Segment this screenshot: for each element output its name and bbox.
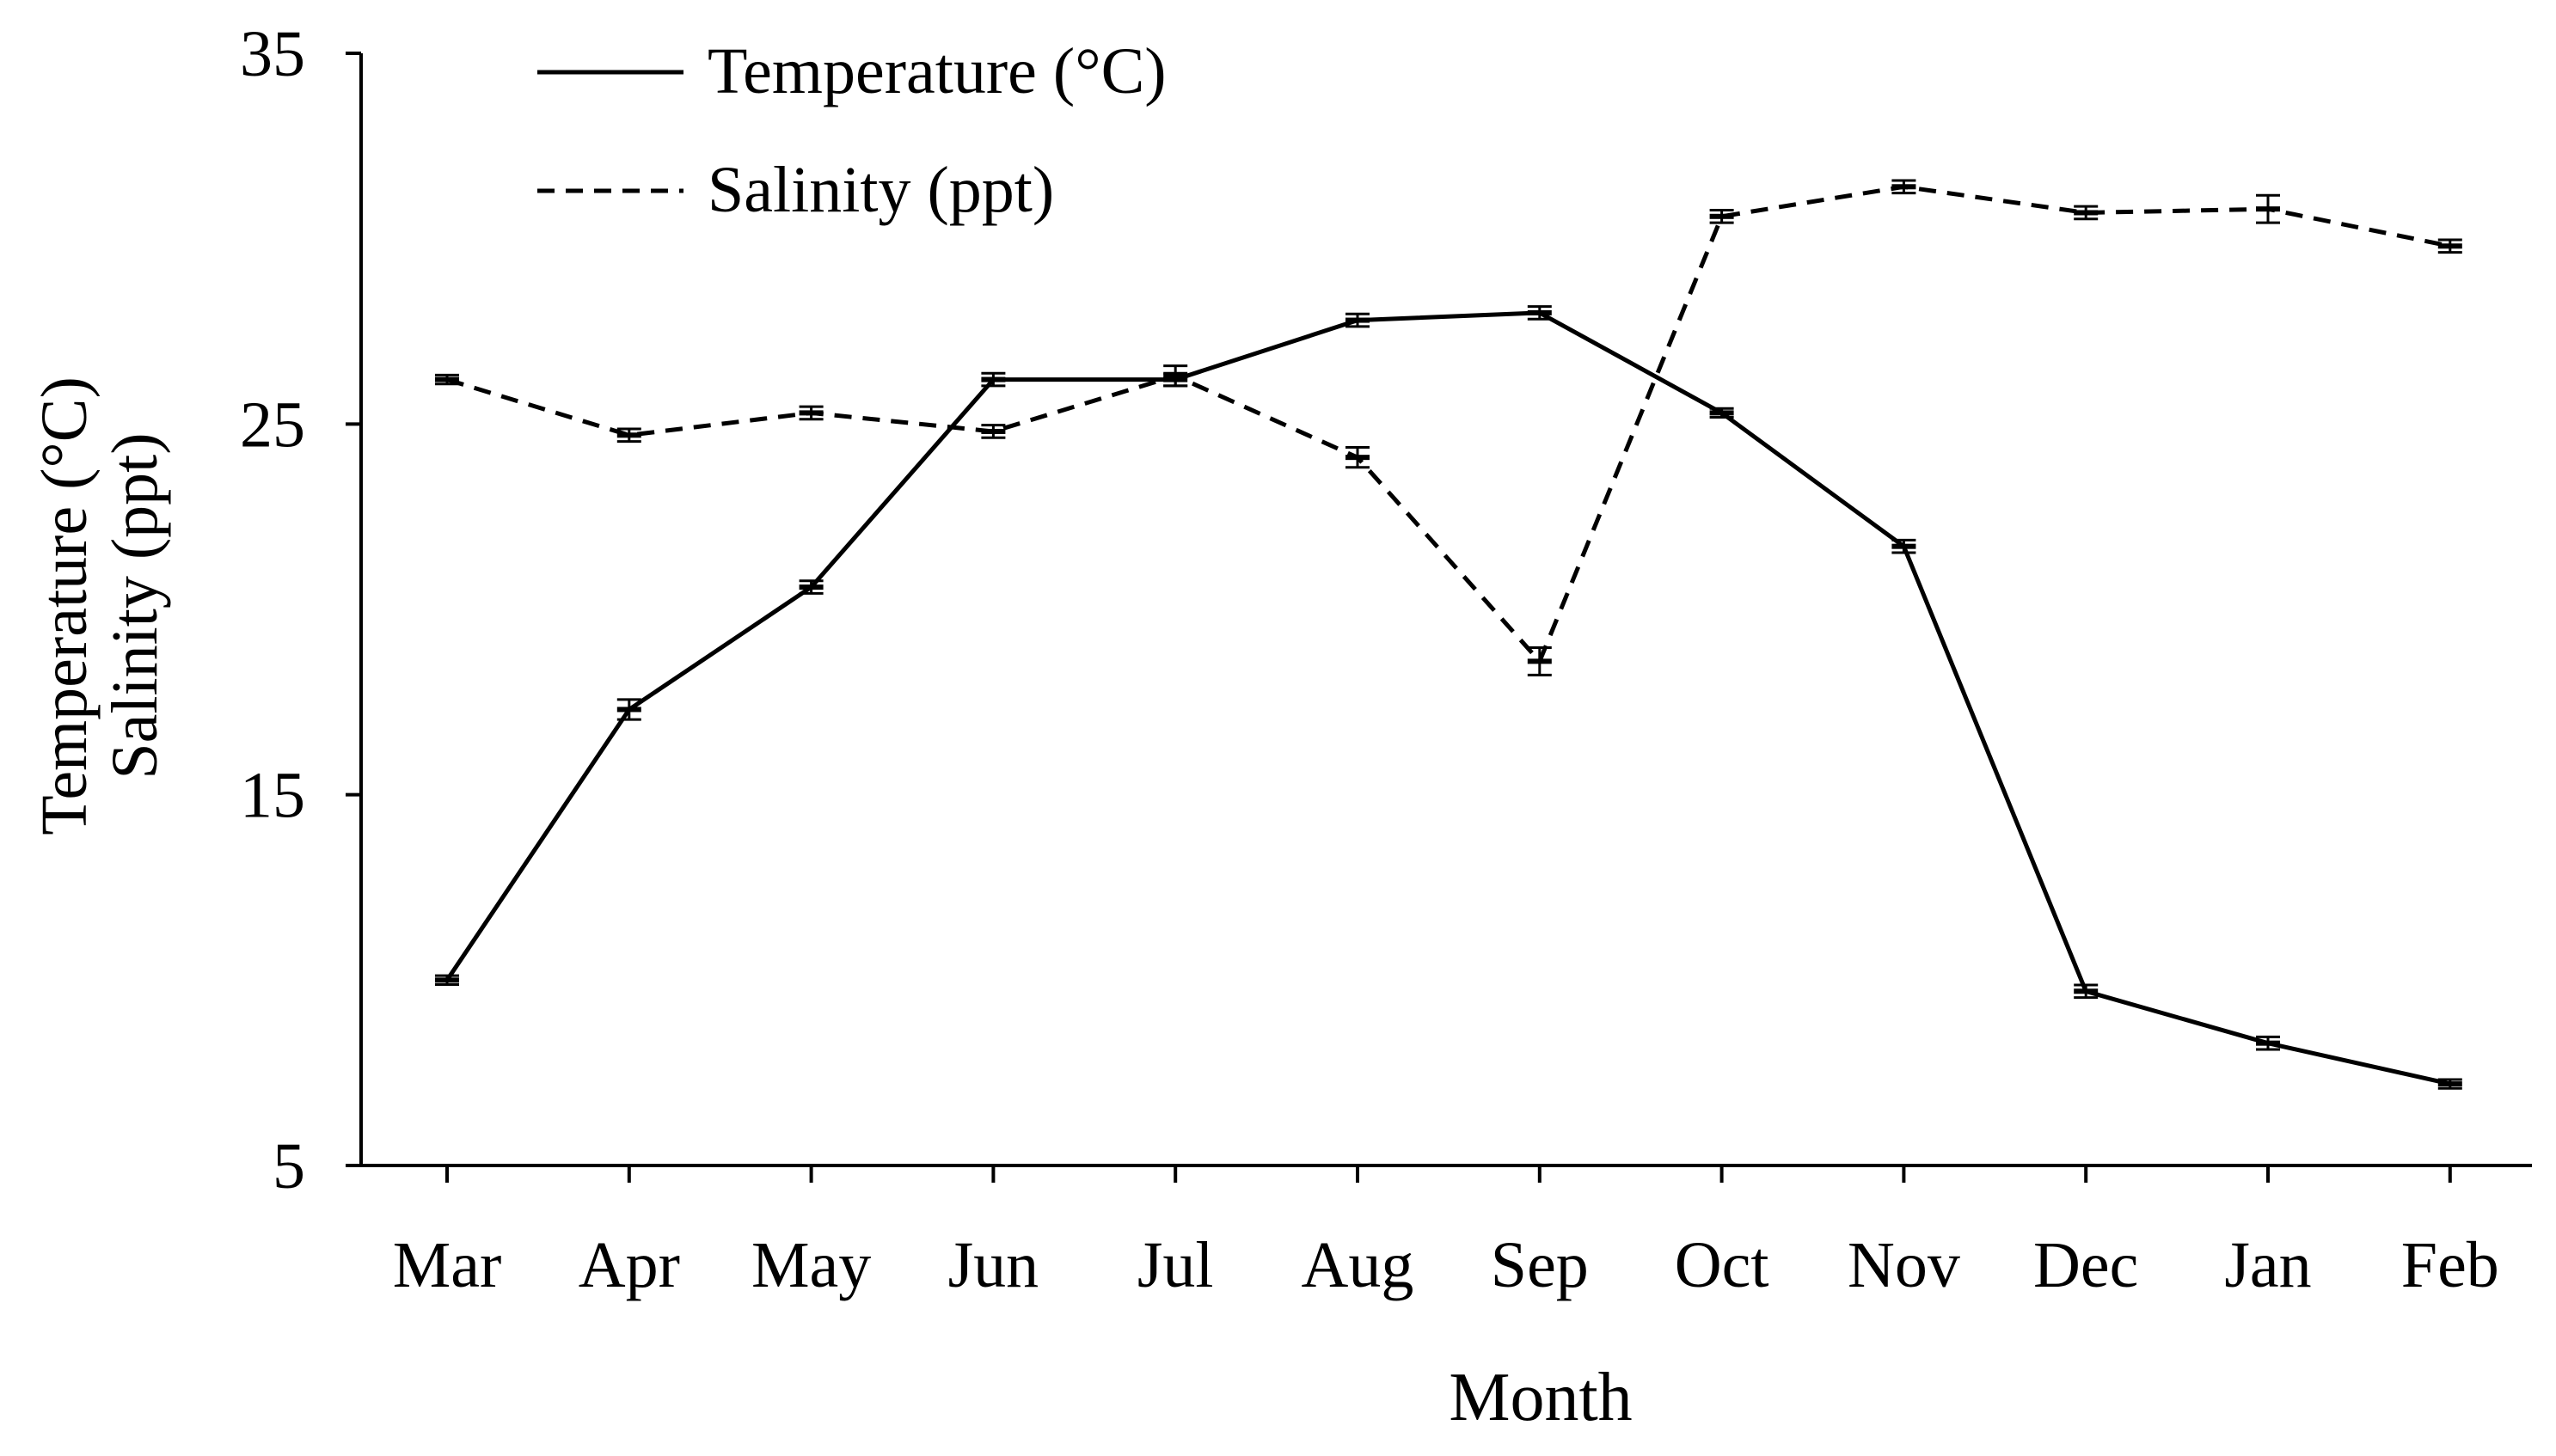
point-marker xyxy=(799,410,824,416)
data-point-temperature xyxy=(2074,983,2099,1000)
data-point-salinity xyxy=(1163,364,1188,388)
point-marker xyxy=(435,977,459,983)
series-temperature xyxy=(435,305,2462,1090)
data-point-salinity xyxy=(2074,205,2099,221)
data-point-temperature xyxy=(616,698,641,721)
point-marker xyxy=(2074,988,2099,994)
legend-label-salinity: Salinity (ppt) xyxy=(708,154,1054,226)
data-point-salinity xyxy=(1709,208,1734,224)
data-point-temperature xyxy=(435,974,459,986)
data-point-temperature xyxy=(1345,312,1370,328)
x-tick-label: Feb xyxy=(2401,1229,2499,1301)
x-tick-label: Jul xyxy=(1137,1229,1214,1301)
point-marker xyxy=(1527,658,1552,664)
legend-item-salinity: Salinity (ppt) xyxy=(537,154,1054,226)
legend-item-temperature: Temperature (°C) xyxy=(537,35,1167,107)
point-marker xyxy=(1709,213,1734,219)
point-marker xyxy=(1345,455,1370,461)
y-axis-title: Temperature (°C) Salinity (ppt) xyxy=(28,376,171,835)
y-tick-label: 15 xyxy=(240,760,305,832)
point-marker xyxy=(1891,543,1916,549)
point-marker xyxy=(2074,210,2099,216)
data-point-salinity xyxy=(799,405,824,421)
data-point-temperature xyxy=(2437,1078,2462,1090)
series-line-temperature xyxy=(444,310,2451,1086)
data-point-salinity xyxy=(1527,645,1552,676)
data-point-salinity xyxy=(2437,238,2462,254)
point-marker xyxy=(435,376,459,382)
y-axis-title-line-1: Temperature (°C) xyxy=(28,376,101,835)
x-ticks: Mar Apr May Jun Jul Aug Sep Oct Nov Dec Jan Feb xyxy=(393,1165,2499,1301)
series-line-salinity xyxy=(446,184,2451,664)
legend-label-temperature: Temperature (°C) xyxy=(708,35,1167,107)
point-marker xyxy=(1709,410,1734,416)
data-point-salinity xyxy=(2256,193,2280,224)
data-point-salinity xyxy=(981,424,1006,439)
x-tick-label: Sep xyxy=(1491,1229,1589,1301)
x-tick-label: Aug xyxy=(1302,1229,1414,1301)
data-point-salinity xyxy=(1891,179,1916,195)
series-salinity xyxy=(435,179,2462,676)
x-tick-label: Apr xyxy=(579,1229,680,1301)
x-tick-label: Jun xyxy=(948,1229,1039,1301)
data-point-temperature xyxy=(1891,538,1916,554)
legend: Temperature (°C) Salinity (ppt) xyxy=(537,35,1167,226)
y-axis-title-line-2: Salinity (ppt) xyxy=(99,432,171,779)
data-point-temperature xyxy=(2256,1035,2280,1051)
point-marker xyxy=(799,584,824,590)
point-marker xyxy=(1891,184,1916,190)
series-layer xyxy=(435,179,2462,1090)
x-axis-title: Month xyxy=(1449,1360,1632,1435)
x-tick-label: Nov xyxy=(1848,1229,1960,1301)
x-tick-label: Mar xyxy=(393,1229,502,1301)
data-point-salinity xyxy=(1345,446,1370,469)
y-tick-label: 5 xyxy=(273,1130,305,1202)
point-marker xyxy=(616,707,641,713)
x-tick-label: May xyxy=(751,1229,871,1301)
data-point-salinity xyxy=(435,373,459,386)
point-marker xyxy=(2437,1081,2462,1087)
y-tick-label: 25 xyxy=(240,388,305,461)
data-point-temperature xyxy=(1527,305,1552,321)
point-marker xyxy=(2437,243,2462,249)
point-marker xyxy=(616,432,641,438)
x-tick-label: Jan xyxy=(2224,1229,2311,1301)
x-tick-label: Dec xyxy=(2033,1229,2138,1301)
point-marker xyxy=(1345,317,1370,323)
data-point-salinity xyxy=(616,427,641,444)
y-ticks: 5 15 25 35 xyxy=(240,18,361,1202)
data-point-temperature xyxy=(1709,407,1734,419)
data-point-temperature xyxy=(799,579,824,595)
point-marker xyxy=(1163,373,1188,379)
point-marker xyxy=(2256,206,2280,212)
axes xyxy=(359,53,2532,1167)
y-tick-label: 35 xyxy=(240,18,305,90)
point-marker xyxy=(981,376,1006,382)
data-point-temperature xyxy=(981,371,1006,388)
x-tick-label: Oct xyxy=(1675,1229,1769,1301)
point-marker xyxy=(981,428,1006,434)
point-marker xyxy=(2256,1040,2280,1046)
point-marker xyxy=(1527,309,1552,315)
